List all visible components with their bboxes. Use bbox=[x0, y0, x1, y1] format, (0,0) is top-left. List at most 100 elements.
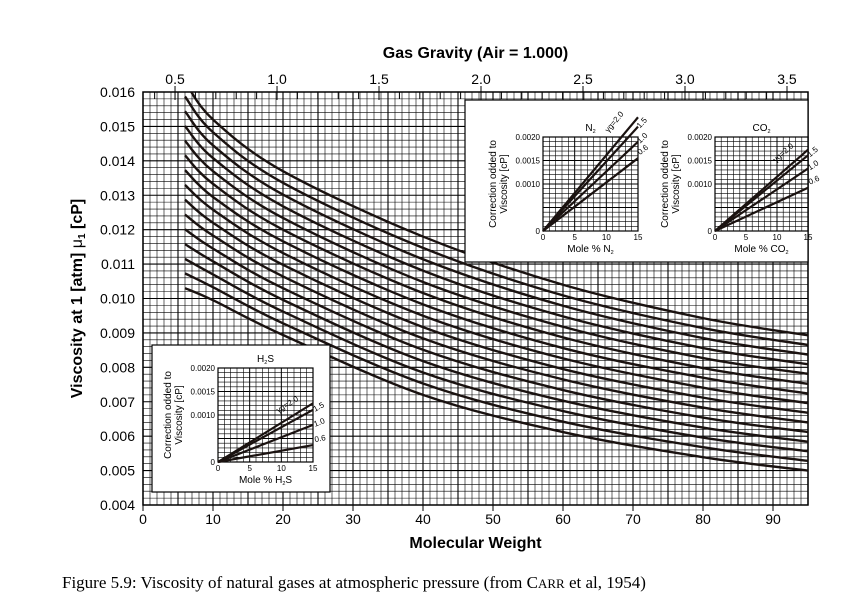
series-curve-2 bbox=[184, 95, 808, 347]
inset-x-axis-title: Mole % CO2 bbox=[734, 244, 788, 256]
series-curve-6 bbox=[184, 154, 808, 386]
inset-y-tick-label: 0.0020 bbox=[191, 364, 216, 373]
series-curve-13 bbox=[184, 257, 808, 453]
inset-frame bbox=[714, 136, 809, 232]
y-tick-label: 0.005 bbox=[100, 463, 135, 479]
inset-title: N2 bbox=[585, 123, 595, 135]
y-tick-label: 0.016 bbox=[100, 84, 135, 100]
inset-x-tick-label: 5 bbox=[744, 233, 749, 242]
y-tick-label: 0.014 bbox=[100, 153, 135, 169]
inset-line-1.5 bbox=[542, 125, 639, 232]
inset-y-tick-label: 0 bbox=[536, 227, 541, 236]
x-tick-label: 50 bbox=[485, 511, 501, 527]
y-tick-label: 0.008 bbox=[100, 359, 135, 375]
series-curve-1 bbox=[189, 92, 808, 337]
inset-line-label: 0.6 bbox=[314, 433, 327, 444]
inset-y-tick-label: 0 bbox=[211, 458, 216, 467]
top-tick-label: 3.5 bbox=[777, 71, 797, 87]
series-curve-12 bbox=[184, 243, 808, 443]
series-curve-5 bbox=[184, 140, 808, 376]
inset-x-tick-label: 10 bbox=[277, 464, 286, 473]
inset-y-axis-title: Correction odded to bbox=[660, 140, 671, 228]
inset-x-tick-label: 15 bbox=[804, 233, 813, 242]
inset-x-tick-label: 0 bbox=[713, 233, 718, 242]
inset-x-tick-label: 5 bbox=[247, 464, 252, 473]
x-axis-title: Molecular Weight bbox=[409, 535, 542, 552]
top-tick-label: 1.0 bbox=[267, 71, 287, 87]
x-tick-label: 30 bbox=[345, 511, 361, 527]
inset-y-axis-title: Viscosity [cP] bbox=[499, 154, 510, 213]
x-tick-label: 90 bbox=[765, 511, 781, 527]
series-curve-11 bbox=[184, 228, 808, 434]
top-tick-label: 3.0 bbox=[675, 71, 695, 87]
y-tick-label: 0.011 bbox=[101, 256, 135, 272]
inset-h2s: γg=2.0 1.51.00.60 5 10 1500.00100.00150.0020… bbox=[163, 354, 327, 487]
series-curve-14 bbox=[184, 272, 808, 463]
inset-line-1.5 bbox=[714, 154, 809, 232]
inset-y-tick-label: 0.0015 bbox=[191, 388, 216, 397]
y-tick-label: 0.007 bbox=[100, 394, 135, 410]
x-tick-label: 60 bbox=[555, 511, 571, 527]
inset-frame bbox=[217, 367, 314, 463]
inset-x-tick-label: 0 bbox=[541, 233, 546, 242]
top-axis-title: Gas Gravity (Air = 1.000) bbox=[383, 45, 568, 62]
inset-y-tick-label: 0.0015 bbox=[688, 157, 713, 166]
inset-x-tick-label: 15 bbox=[309, 464, 318, 473]
inset-y-axis-title: Viscosity [cP] bbox=[174, 385, 185, 444]
inset-y-axis-title: Viscosity [cP] bbox=[671, 154, 682, 213]
inset-x-tick-label: 0 bbox=[216, 464, 221, 473]
series-curve-7 bbox=[184, 169, 808, 395]
y-tick-label: 0.010 bbox=[100, 291, 135, 307]
inset-x-tick-label: 5 bbox=[572, 233, 577, 242]
x-tick-label: 40 bbox=[415, 511, 431, 527]
inset-frame bbox=[542, 136, 639, 232]
top-tick-label: 1.5 bbox=[369, 71, 389, 87]
top-tick-label: 0.5 bbox=[165, 71, 185, 87]
top-tick-label: 2.0 bbox=[471, 71, 491, 87]
series-curve-4 bbox=[184, 125, 808, 366]
x-tick-label: 10 bbox=[205, 511, 221, 527]
series-curve-15 bbox=[184, 287, 808, 472]
inset-y-axis-title: Correction odded to bbox=[163, 371, 174, 459]
y-tick-label: 0.012 bbox=[100, 222, 135, 238]
y-tick-label: 0.004 bbox=[100, 497, 135, 513]
x-tick-label: 0 bbox=[139, 511, 147, 527]
inset-line-0.6 bbox=[217, 443, 314, 464]
inset-line-1.5 bbox=[217, 408, 314, 463]
inset-line-1.0 bbox=[714, 167, 809, 232]
inset-y-tick-label: 0 bbox=[708, 227, 713, 236]
inset-line-1.0 bbox=[217, 423, 314, 464]
y-tick-label: 0.009 bbox=[100, 325, 135, 341]
inset-y-tick-label: 0.0010 bbox=[191, 411, 216, 420]
plot-frame bbox=[142, 91, 809, 506]
inset-y-tick-label: 0.0020 bbox=[516, 133, 541, 142]
inset-title: H2S bbox=[257, 354, 274, 366]
curves bbox=[184, 92, 808, 472]
inset-x-axis-title: Mole % N2 bbox=[567, 244, 613, 256]
figure-caption: Figure 5.9: Viscosity of natural gases a… bbox=[62, 573, 646, 592]
inset-line-label: 1.0 bbox=[312, 416, 326, 429]
inset-x-tick-label: 15 bbox=[634, 233, 643, 242]
inset-line-0.6 bbox=[542, 157, 639, 232]
series-curve-9 bbox=[184, 198, 808, 414]
inset-x-tick-label: 10 bbox=[602, 233, 611, 242]
inset-title: CO2 bbox=[752, 123, 770, 135]
inset-line-0.6 bbox=[714, 186, 809, 232]
inset-x-axis-title: Mole % H2S bbox=[239, 475, 292, 487]
series-curve-8 bbox=[184, 184, 808, 405]
x-tick-label: 80 bbox=[695, 511, 711, 527]
inset-y-tick-label: 0.0015 bbox=[516, 157, 541, 166]
y-tick-label: 0.013 bbox=[100, 187, 135, 203]
inset-y-tick-label: 0.0010 bbox=[516, 180, 541, 189]
x-tick-label: 20 bbox=[275, 511, 291, 527]
y-tick-label: 0.006 bbox=[100, 428, 135, 444]
inset-line-1.0 bbox=[542, 140, 639, 232]
insets: γg=2.0 1.51.00.60 5 10 1500.00100.00150.0020… bbox=[151, 99, 821, 493]
inset-y-axis-title: Correction odded to bbox=[488, 140, 499, 228]
top-tick-label: 2.5 bbox=[573, 71, 593, 87]
inset-y-tick-label: 0.0010 bbox=[688, 180, 713, 189]
series-curve-10 bbox=[184, 213, 808, 424]
inset-x-tick-label: 10 bbox=[773, 233, 782, 242]
y-tick-label: 0.015 bbox=[100, 118, 135, 134]
